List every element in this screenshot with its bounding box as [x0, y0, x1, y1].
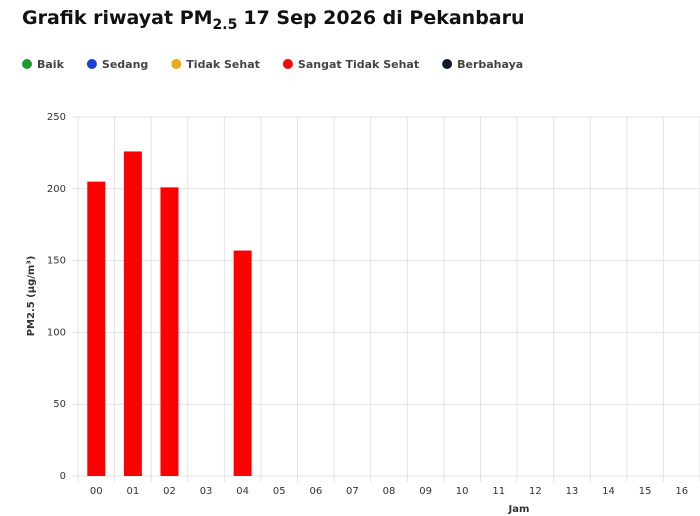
legend-marker: [442, 59, 453, 69]
legend-marker: [171, 59, 182, 69]
x-tick-label: 10: [456, 486, 469, 497]
title-subscript: 2.5: [213, 17, 238, 33]
legend-marker: [282, 59, 293, 69]
legend-label: Sangat Tidak Sehat: [298, 58, 419, 71]
y-tick-label: 50: [53, 399, 66, 410]
x-tick-label: 13: [566, 486, 579, 497]
legend-label: Tidak Sehat: [186, 58, 260, 71]
y-tick-label: 250: [47, 112, 66, 123]
y-tick-label: 150: [47, 256, 66, 267]
x-tick-label: 07: [346, 486, 359, 497]
x-tick-label: 02: [163, 486, 176, 497]
bar: [233, 250, 252, 476]
y-axis-label: PM2.5 (µg/m³): [26, 256, 37, 337]
x-tick-label: 15: [639, 486, 652, 497]
x-tick-label: 16: [675, 486, 688, 497]
chart-title: Grafik riwayat PM2.5 17 Sep 2026 di Pekan…: [22, 7, 525, 33]
legend-label: Baik: [37, 58, 65, 71]
title-text: Grafik riwayat PM: [22, 7, 213, 29]
legend-marker: [22, 59, 32, 69]
bar: [160, 187, 179, 476]
x-tick-label: 09: [419, 486, 432, 497]
x-tick-label: 03: [200, 486, 213, 497]
y-tick-label: 100: [47, 327, 66, 338]
x-tick-label: 01: [127, 486, 140, 497]
bar: [123, 151, 142, 477]
x-tick-label: 11: [492, 486, 505, 497]
x-tick-label: 12: [529, 486, 542, 497]
legend-marker: [86, 59, 97, 69]
legend-label: Sedang: [102, 58, 148, 71]
x-tick-label: 08: [383, 486, 396, 497]
y-tick-label: 200: [47, 184, 66, 195]
bar: [87, 181, 106, 476]
x-tick-label: 06: [309, 486, 322, 497]
title-text: 17 Sep 2026 di Pekanbaru: [243, 7, 524, 29]
x-tick-label: 05: [273, 486, 286, 497]
x-axis-label: Jam: [508, 504, 530, 515]
y-tick-label: 0: [60, 471, 66, 482]
x-tick-label: 00: [90, 486, 103, 497]
legend-label: Berbahaya: [457, 58, 523, 71]
x-tick-label: 04: [236, 486, 249, 497]
x-tick-label: 14: [602, 486, 615, 497]
